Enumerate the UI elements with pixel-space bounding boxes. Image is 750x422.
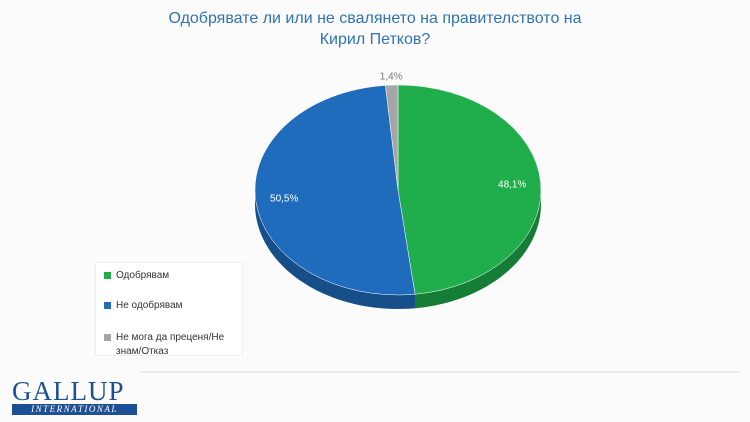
legend-item: Не одобрявам — [104, 299, 246, 313]
legend-item: Одобрявам — [104, 269, 246, 283]
logo: GALLUP INTERNATIONAL — [12, 378, 137, 415]
data-label: 48,1% — [498, 180, 526, 191]
slice — [385, 84, 399, 191]
legend-swatch — [104, 334, 111, 341]
logo-name: GALLUP — [12, 376, 125, 406]
data-label: 50,5% — [270, 193, 298, 204]
legend-swatch — [104, 272, 111, 279]
legend-label: Не одобрявам — [116, 300, 183, 311]
logo-subtitle: INTERNATIONAL — [12, 404, 137, 415]
legend: Одобрявам Не одобрявам Не мога да преценя/… — [95, 262, 246, 359]
chart-title: Одобрявате ли или не свалянето на правит… — [168, 10, 582, 48]
slice-side — [415, 190, 541, 309]
slice — [397, 84, 542, 295]
legend-label: Не мога да преценя/Не знам/Отказ — [116, 332, 225, 357]
slice — [254, 85, 416, 296]
legend-swatch — [104, 302, 111, 309]
slice-side — [255, 190, 416, 309]
legend-label: Одобрявам — [116, 270, 170, 281]
legend-item: Не мога да преценя/Не знам/Отказ — [104, 331, 246, 359]
data-label: 1,4% — [380, 71, 403, 82]
